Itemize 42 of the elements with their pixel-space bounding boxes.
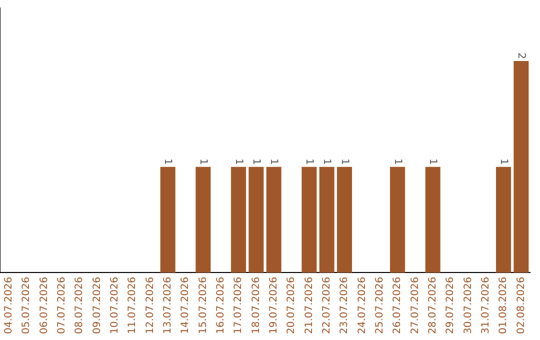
x-tick-label: 21.07.2026 — [304, 276, 315, 334]
x-tick-label: 16.07.2026 — [215, 276, 226, 334]
x-tick-label: 14.07.2026 — [180, 276, 192, 334]
x-tick-label: 10.07.2026 — [109, 276, 120, 334]
x-tick-label: 12.07.2026 — [144, 276, 156, 334]
x-tick-label: 30.07.2026 — [462, 276, 474, 334]
data-label: 1 — [304, 158, 315, 165]
x-tick-label: 02.08.2026 — [516, 276, 527, 334]
data-label: 1 — [427, 158, 438, 165]
x-tick-label: 17.07.2026 — [233, 276, 244, 334]
x-tick-label: 20.07.2026 — [286, 276, 298, 334]
data-label: 1 — [162, 158, 174, 165]
x-tick-label: 11.07.2026 — [127, 276, 138, 334]
x-tick-label: 25.07.2026 — [374, 276, 386, 334]
data-label: 1 — [338, 158, 350, 165]
x-tick-label: 26.07.2026 — [392, 276, 404, 334]
x-tick-label: 04.07.2026 — [3, 276, 14, 334]
x-tick-label: 19.07.2026 — [268, 276, 280, 334]
data-label: 1 — [392, 158, 403, 165]
x-tick-label: 07.07.2026 — [56, 276, 68, 334]
data-label: 1 — [198, 158, 209, 165]
x-tick-label: 13.07.2026 — [162, 276, 174, 334]
x-tick-label: 31.07.2026 — [480, 276, 492, 334]
x-tick-label: 08.07.2026 — [74, 276, 86, 334]
x-tick-label: 18.07.2026 — [250, 276, 262, 334]
data-label: 1 — [268, 158, 280, 165]
x-tick-label: 28.07.2026 — [427, 276, 438, 334]
data-label: 1 — [250, 158, 262, 165]
data-label: 2 — [516, 52, 527, 59]
x-tick-label: 05.07.2026 — [21, 276, 32, 334]
x-tick-label: 27.07.2026 — [410, 276, 421, 334]
x-tick-label: 09.07.2026 — [92, 276, 103, 334]
data-label: 1 — [321, 158, 332, 165]
data-label: 1 — [498, 158, 509, 165]
x-tick-label: 24.07.2026 — [356, 276, 368, 334]
x-tick-label: 22.07.2026 — [321, 276, 332, 334]
x-tick-label: 06.07.2026 — [38, 276, 50, 334]
x-tick-label: 23.07.2026 — [339, 276, 350, 334]
x-tick-label: 01.08.2026 — [498, 276, 510, 334]
x-tick-label: 29.07.2026 — [445, 276, 456, 334]
data-label: 1 — [232, 158, 244, 165]
x-tick-label: 15.07.2026 — [198, 276, 209, 334]
